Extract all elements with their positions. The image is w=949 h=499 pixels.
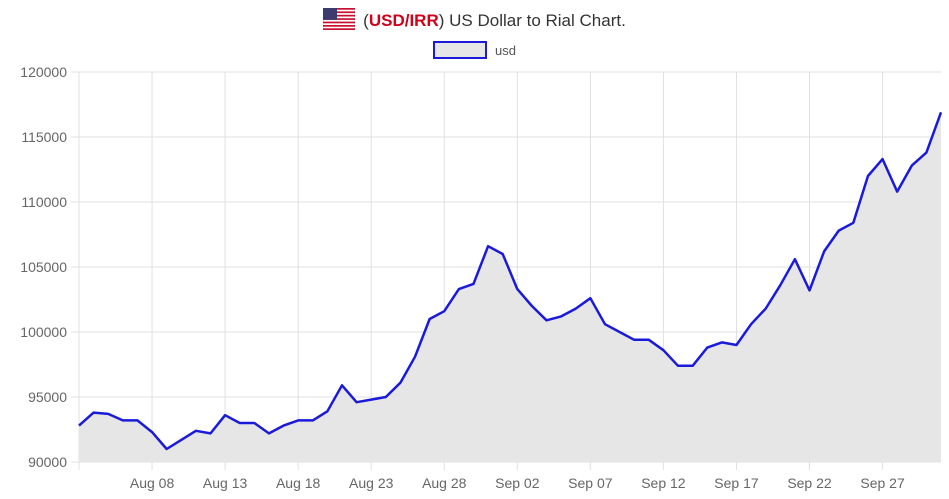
y-tick-label: 105000	[20, 259, 67, 275]
data-point[interactable]	[659, 346, 667, 354]
series-usd-area	[79, 112, 941, 463]
y-tick-label: 110000	[21, 194, 67, 210]
data-point[interactable]	[236, 419, 244, 427]
title-suffix: ) US Dollar to Rial Chart.	[438, 11, 626, 30]
legend-swatch	[433, 41, 488, 59]
data-point[interactable]	[411, 353, 419, 361]
data-point[interactable]	[367, 396, 375, 404]
data-point[interactable]	[426, 315, 434, 323]
data-point[interactable]	[75, 422, 83, 430]
data-point[interactable]	[835, 227, 843, 235]
x-tick-label: Sep 17	[714, 475, 759, 491]
y-tick-label: 115000	[21, 129, 67, 145]
data-point[interactable]	[791, 255, 799, 263]
data-point[interactable]	[674, 362, 682, 370]
data-point[interactable]	[338, 381, 346, 389]
x-tick-label: Sep 27	[860, 475, 905, 491]
legend-label: usd	[495, 43, 516, 58]
data-point[interactable]	[572, 305, 580, 313]
data-point[interactable]	[732, 341, 740, 349]
y-tick-label: 100000	[20, 324, 67, 340]
data-point[interactable]	[119, 416, 127, 424]
y-tick-label: 120000	[20, 64, 67, 80]
data-point[interactable]	[776, 281, 784, 289]
chart-title: (USD/IRR) US Dollar to Rial Chart.	[0, 7, 949, 35]
data-point[interactable]	[177, 436, 185, 444]
x-tick-label: Aug 13	[203, 475, 248, 491]
data-point[interactable]	[353, 398, 361, 406]
data-point[interactable]	[484, 242, 492, 250]
title-prefix: (	[363, 11, 369, 30]
data-point[interactable]	[543, 316, 551, 324]
data-point[interactable]	[440, 307, 448, 315]
data-point[interactable]	[849, 219, 857, 227]
chart-area	[75, 108, 945, 463]
data-point[interactable]	[513, 285, 521, 293]
data-point[interactable]	[163, 445, 171, 453]
data-point[interactable]	[762, 305, 770, 313]
data-point[interactable]	[616, 328, 624, 336]
data-point[interactable]	[557, 312, 565, 320]
data-point[interactable]	[396, 379, 404, 387]
data-point[interactable]	[893, 188, 901, 196]
data-point[interactable]	[630, 336, 638, 344]
data-point[interactable]	[703, 344, 711, 352]
data-point[interactable]	[280, 422, 288, 430]
us-flag-icon	[322, 7, 356, 35]
x-tick-label: Aug 18	[276, 475, 321, 491]
data-point[interactable]	[528, 302, 536, 310]
data-point[interactable]	[192, 427, 200, 435]
x-tick-label: Sep 12	[641, 475, 686, 491]
data-point[interactable]	[645, 336, 653, 344]
data-point[interactable]	[221, 411, 229, 419]
x-tick-label: Aug 28	[422, 475, 467, 491]
data-point[interactable]	[499, 250, 507, 258]
data-point[interactable]	[148, 428, 156, 436]
y-tick-label: 90000	[28, 454, 67, 470]
y-tick-label: 95000	[28, 389, 67, 405]
data-point[interactable]	[323, 407, 331, 415]
data-point[interactable]	[382, 393, 390, 401]
x-tick-label: Sep 22	[787, 475, 832, 491]
data-point[interactable]	[250, 419, 258, 427]
data-point[interactable]	[689, 362, 697, 370]
title-currency-code: USD/IRR	[368, 11, 439, 30]
data-point[interactable]	[133, 416, 141, 424]
y-axis-ticks: 120000 115000 110000 105000 100000 95000 90000	[20, 64, 67, 470]
data-point[interactable]	[455, 285, 463, 293]
data-point[interactable]	[806, 286, 814, 294]
data-point[interactable]	[469, 280, 477, 288]
x-tick-label: Aug 08	[130, 475, 175, 491]
chart-legend[interactable]: usd	[0, 41, 949, 59]
data-point[interactable]	[309, 416, 317, 424]
x-tick-label: Sep 02	[495, 475, 540, 491]
data-point[interactable]	[265, 429, 273, 437]
data-point[interactable]	[104, 410, 112, 418]
data-point[interactable]	[586, 294, 594, 302]
x-tick-label: Sep 07	[568, 475, 613, 491]
data-point[interactable]	[864, 172, 872, 180]
data-point[interactable]	[90, 409, 98, 417]
data-point[interactable]	[879, 155, 887, 163]
data-point[interactable]	[206, 429, 214, 437]
data-point[interactable]	[937, 108, 945, 116]
series-usd-line	[78, 111, 943, 451]
x-tick-label: Aug 23	[349, 475, 394, 491]
data-point[interactable]	[908, 162, 916, 170]
data-point[interactable]	[294, 416, 302, 424]
data-point[interactable]	[922, 149, 930, 157]
data-point[interactable]	[601, 320, 609, 328]
data-point[interactable]	[747, 320, 755, 328]
data-point[interactable]	[718, 338, 726, 346]
x-axis-ticks: Aug 08 Aug 13 Aug 18 Aug 23 Aug 28 Sep 02 Sep …	[130, 475, 905, 491]
data-point[interactable]	[820, 247, 828, 255]
